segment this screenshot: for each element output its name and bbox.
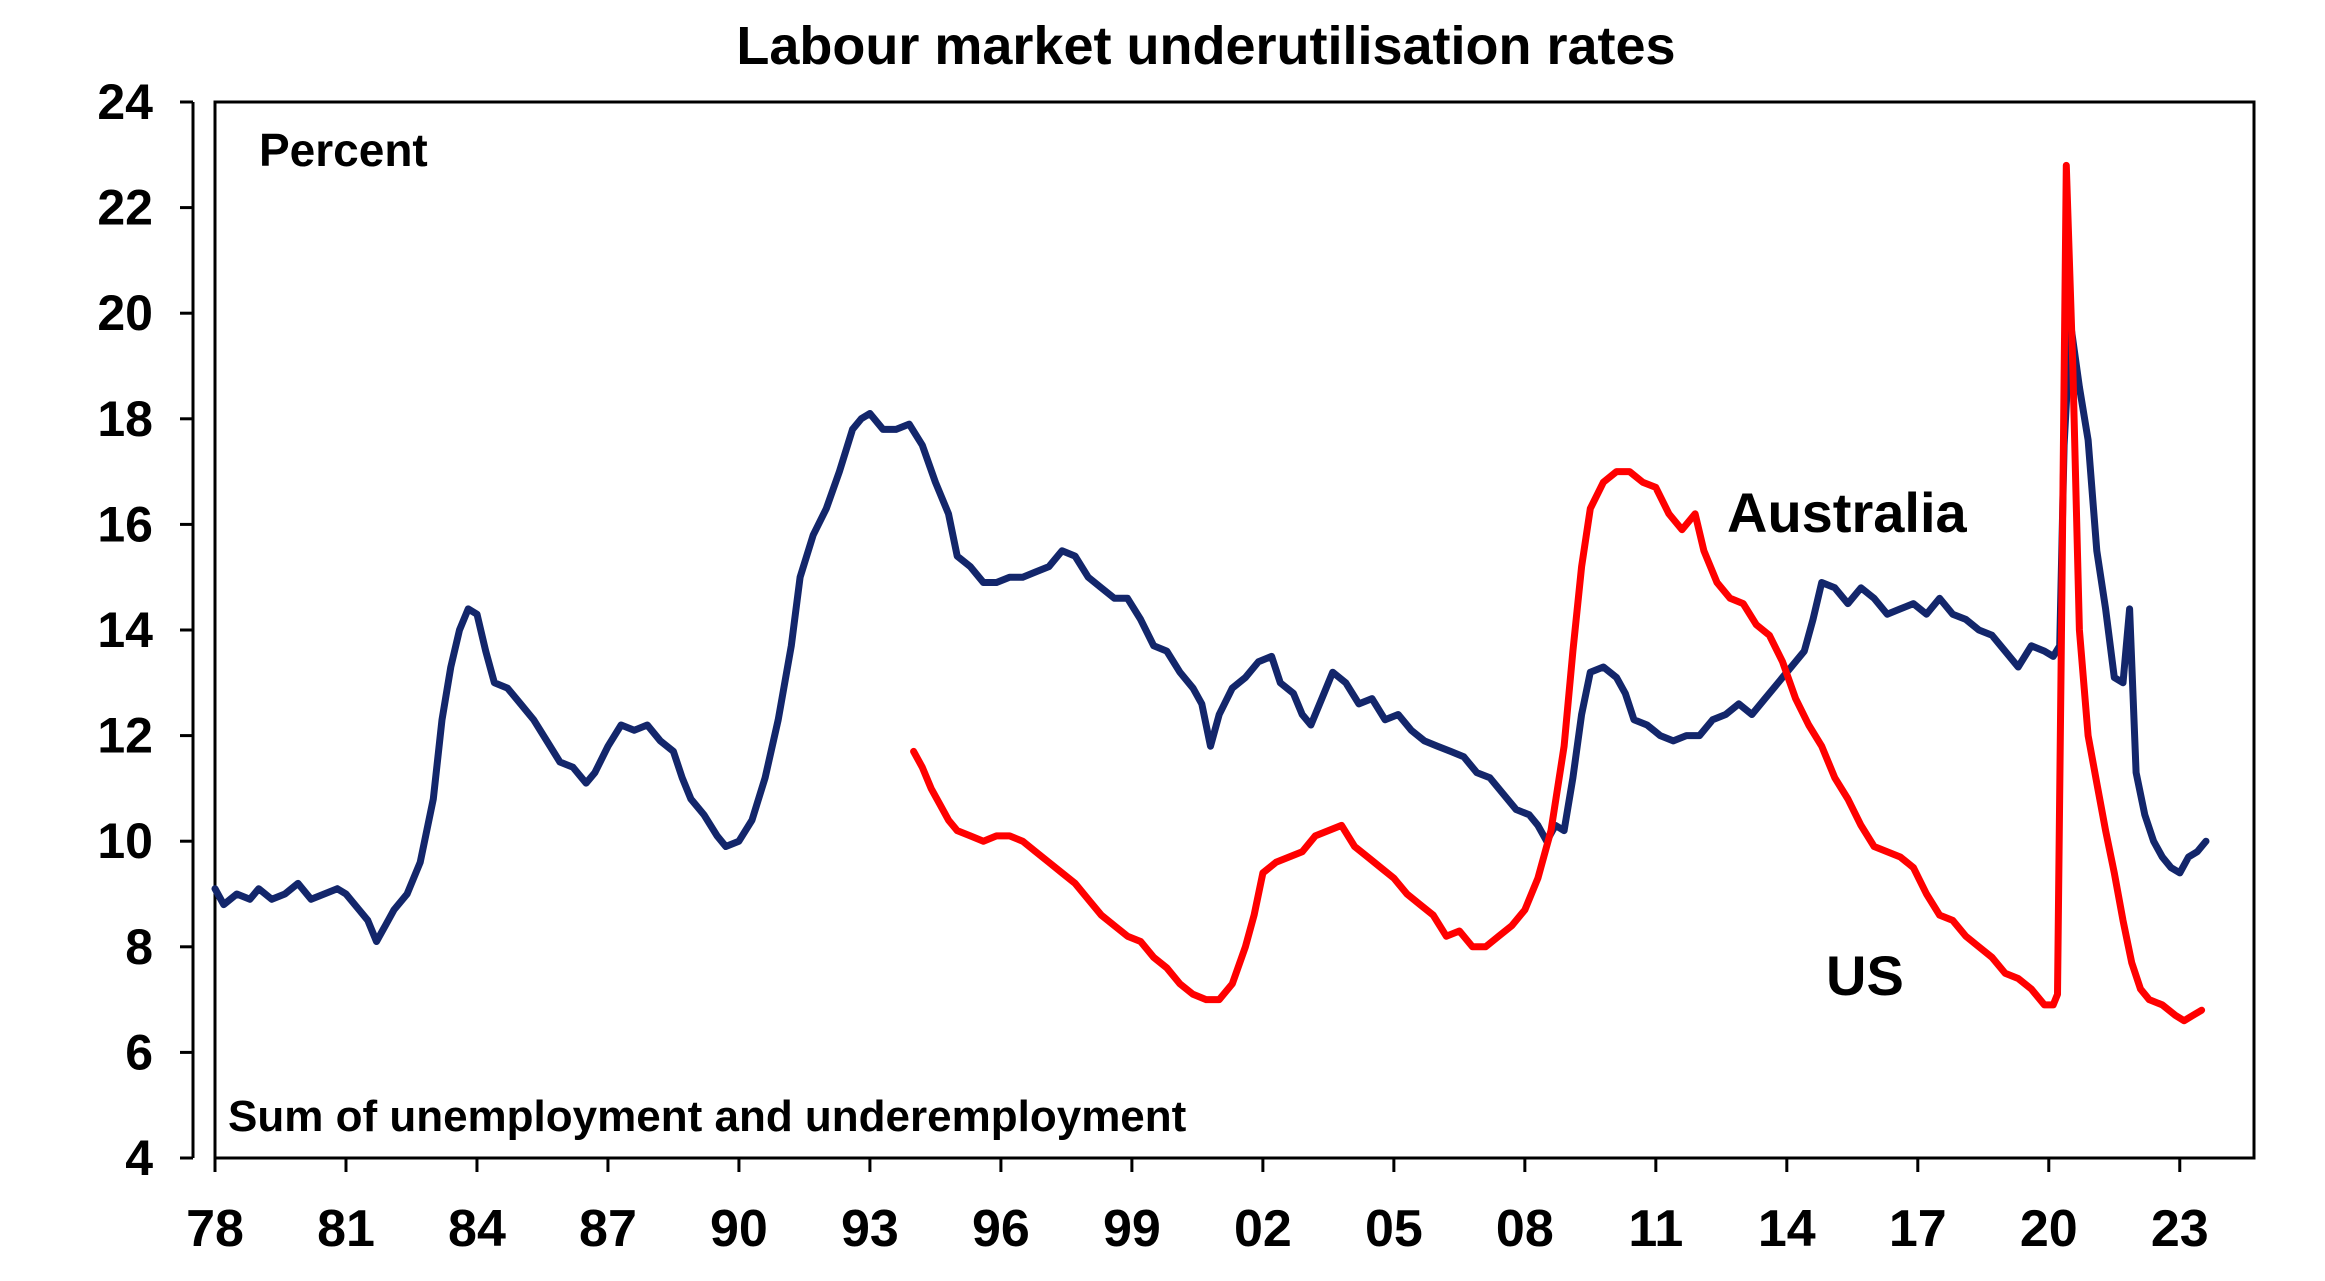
x-tick-label: 81 [317, 1200, 375, 1258]
series-label-us: US [1826, 944, 1904, 1007]
x-tick-label: 90 [710, 1200, 768, 1258]
y-tick-label: 16 [97, 496, 153, 552]
x-tick-label: 78 [186, 1200, 244, 1258]
x-tick-label: 93 [841, 1200, 899, 1258]
x-axis-ticks: 78 81 84 87 90 93 96 99 02 05 08 11 14 17 20 23 [186, 1158, 2209, 1258]
y-axis-ticks: 4 6 8 10 12 14 16 18 20 22 24 [97, 74, 193, 1186]
y-tick-label: 8 [125, 919, 153, 975]
y-tick-label: 12 [97, 708, 153, 764]
series-line-australia [211, 320, 2210, 945]
x-tick-label: 23 [2151, 1200, 2209, 1258]
series-label-australia: Australia [1727, 481, 1967, 544]
x-tick-label: 87 [579, 1200, 637, 1258]
footnote: Sum of unemployment and underemployment [228, 1092, 1187, 1141]
y-tick-label: 6 [125, 1024, 153, 1080]
y-tick-label: 18 [97, 391, 153, 447]
y-tick-label: 4 [125, 1130, 153, 1186]
x-tick-label: 84 [448, 1200, 506, 1258]
y-tick-label: 14 [97, 602, 153, 658]
series-line-us [910, 161, 2206, 1025]
x-tick-label: 99 [1103, 1200, 1161, 1258]
x-tick-label: 14 [1758, 1200, 1816, 1258]
x-tick-label: 05 [1365, 1200, 1423, 1258]
y-tick-label: 22 [97, 180, 153, 236]
y-tick-label: 20 [97, 285, 153, 341]
chart-title: Labour market underutilisation rates [736, 16, 1675, 76]
x-tick-label: 96 [972, 1200, 1030, 1258]
y-tick-label: 10 [97, 813, 153, 869]
y-tick-label: 24 [97, 74, 153, 130]
x-tick-label: 11 [1628, 1200, 1683, 1258]
x-tick-label: 17 [1889, 1200, 1947, 1258]
unit-label: Percent [259, 124, 428, 176]
x-tick-label: 02 [1234, 1200, 1292, 1258]
x-tick-label: 20 [2020, 1200, 2078, 1258]
x-tick-label: 08 [1496, 1200, 1554, 1258]
